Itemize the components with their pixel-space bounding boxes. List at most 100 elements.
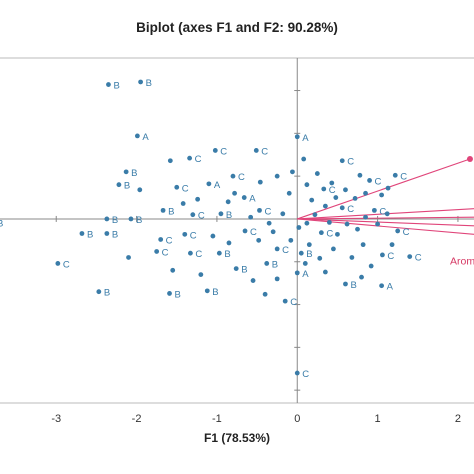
data-point	[230, 173, 236, 179]
data-point	[359, 274, 364, 280]
point-label: B	[272, 259, 278, 270]
data-point	[138, 79, 143, 85]
point-label: C	[261, 146, 268, 157]
x-tick-labels: -3 -2 -1 0 1 2	[51, 413, 461, 425]
point-label: C	[195, 249, 202, 260]
data-point	[301, 156, 307, 162]
data-point	[204, 288, 210, 294]
variable-vectors: IArom	[297, 148, 474, 267]
data-point	[206, 181, 212, 187]
point-label: B	[350, 280, 356, 291]
data-point	[116, 182, 122, 188]
data-point	[339, 205, 345, 211]
point-label: C	[347, 157, 354, 168]
data-point	[266, 220, 272, 226]
data-point	[216, 250, 222, 256]
data-point	[294, 134, 300, 140]
point-label: C	[329, 185, 336, 196]
point-label: B	[113, 81, 119, 92]
vector-line	[297, 218, 474, 235]
point-label: B	[241, 265, 247, 276]
point-label: B	[224, 249, 230, 260]
x-tick-label: 0	[294, 413, 300, 425]
data-point	[195, 196, 201, 202]
data-point	[322, 269, 328, 275]
data-point	[335, 231, 340, 237]
chart-title: Biplot (axes F1 and F2: 90.28%)	[136, 20, 338, 35]
vector-label: Arom	[450, 255, 474, 267]
data-point	[253, 148, 259, 153]
data-point	[380, 252, 385, 258]
data-point	[357, 172, 363, 178]
x-axis-label: F1 (78.53%)	[203, 431, 271, 445]
data-point	[280, 211, 286, 217]
vector-line	[297, 218, 474, 227]
data-point	[137, 187, 143, 193]
data-point	[226, 240, 232, 246]
data-point	[329, 180, 335, 186]
data-point	[314, 171, 320, 176]
data-point	[331, 246, 336, 252]
data-point	[182, 231, 188, 237]
point-label: C	[400, 171, 407, 182]
data-point	[55, 261, 61, 266]
data-point	[188, 250, 193, 256]
data-point	[333, 195, 339, 200]
data-point	[160, 207, 166, 213]
data-point	[368, 263, 374, 269]
data-point	[318, 230, 324, 236]
data-point	[326, 219, 332, 225]
data-point	[312, 212, 318, 218]
data-point	[290, 169, 295, 175]
data-point	[288, 237, 294, 243]
point-label: C	[379, 206, 386, 217]
point-label: B	[124, 181, 130, 192]
point-label: C	[195, 154, 202, 165]
point-label: C	[282, 245, 289, 256]
point-label: B	[168, 206, 174, 217]
data-point	[367, 178, 372, 183]
data-point	[389, 242, 395, 248]
data-point	[294, 270, 300, 276]
data-point	[274, 173, 280, 179]
data-point	[379, 192, 385, 198]
data-point	[384, 211, 390, 217]
data-point	[296, 225, 302, 230]
point-label: C	[162, 247, 169, 258]
point-label: C	[302, 369, 309, 380]
data-point	[363, 214, 368, 220]
data-point	[298, 250, 304, 256]
data-point	[128, 216, 134, 222]
point-label: C	[63, 259, 70, 270]
data-point	[123, 169, 129, 175]
data-point	[257, 207, 262, 213]
data-point	[212, 148, 218, 153]
data-point	[167, 291, 172, 296]
data-point	[225, 199, 231, 205]
data-point	[210, 233, 216, 239]
data-point	[104, 216, 110, 222]
point-label: C	[264, 206, 271, 217]
x-tick-label: -3	[51, 413, 61, 425]
data-point	[343, 187, 348, 193]
data-point	[317, 255, 323, 261]
point-label: B	[146, 78, 152, 89]
data-point	[392, 172, 398, 178]
data-point	[306, 242, 312, 248]
data-point	[241, 195, 247, 200]
data-point	[344, 221, 350, 227]
data-point	[363, 190, 368, 196]
vector-line	[297, 158, 471, 220]
data-point	[286, 190, 292, 196]
data-point	[233, 266, 239, 271]
point-label: B	[0, 218, 3, 229]
point-label: B	[104, 288, 110, 299]
point-label: C	[326, 229, 333, 240]
data-point	[339, 158, 345, 164]
point-label: C	[290, 297, 297, 308]
vector-endpoint	[466, 156, 473, 163]
data-point	[407, 254, 413, 260]
data-point	[343, 281, 348, 287]
